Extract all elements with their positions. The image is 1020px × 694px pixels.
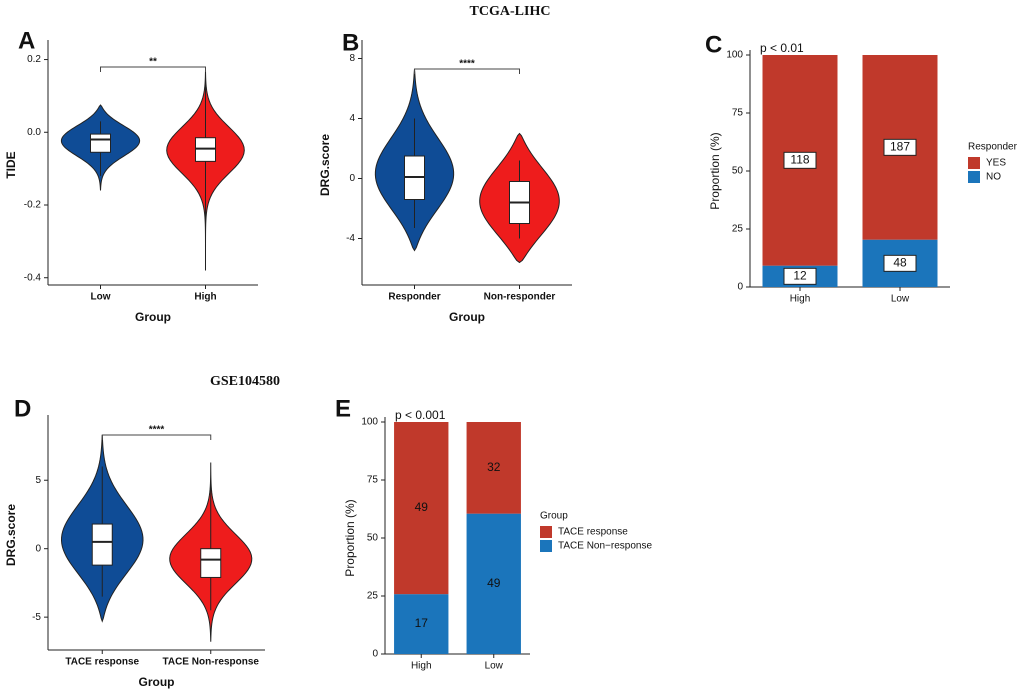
x-tick-label: Low <box>485 661 504 672</box>
panel-letter: E <box>335 395 351 422</box>
x-tick-label: TACE response <box>65 657 139 668</box>
x-tick-label: Low <box>91 292 111 303</box>
count-label: 32 <box>487 460 501 474</box>
y-tick-label: 50 <box>732 166 744 177</box>
y-tick-label: 75 <box>732 108 744 119</box>
y-tick-label: 100 <box>361 417 378 428</box>
count-label-box <box>883 254 917 272</box>
y-tick-label: -0.2 <box>24 200 42 211</box>
count-label: 12 <box>793 268 807 282</box>
count-label: 17 <box>415 616 429 630</box>
y-tick-label: 0 <box>737 282 743 293</box>
section-title: TCGA-LIHC <box>470 4 551 19</box>
legend-label: YES <box>986 158 1006 169</box>
bar-segment <box>394 594 449 654</box>
box <box>90 133 111 153</box>
x-tick-label: Non-responder <box>484 292 556 303</box>
y-tick-label: -5 <box>32 612 41 623</box>
bar-segment <box>466 513 521 654</box>
significance: ** <box>149 57 157 68</box>
y-axis-title: DRG.score <box>4 504 18 566</box>
y-tick-label: 100 <box>726 50 743 61</box>
x-axis-title: Group <box>139 675 175 689</box>
legend-swatch <box>968 157 980 169</box>
box <box>91 523 113 566</box>
legend-title: Responder <box>968 142 1018 153</box>
y-tick-label: 4 <box>349 113 355 124</box>
x-tick-label: Responder <box>388 292 440 303</box>
x-axis-title: Group <box>135 310 171 324</box>
y-tick-label: 0 <box>372 649 378 660</box>
y-tick-label: 0 <box>35 543 41 554</box>
significance: **** <box>459 59 475 70</box>
y-axis-title: DRG.score <box>318 134 332 196</box>
y-tick-label: 0.0 <box>27 127 41 138</box>
legend-label: NO <box>986 172 1001 183</box>
y-tick-label: -0.4 <box>24 272 42 283</box>
y-axis-title: Proportion (%) <box>708 132 722 209</box>
y-tick-label: 25 <box>367 591 379 602</box>
count-label: 49 <box>415 500 429 514</box>
significance-bracket <box>101 434 212 441</box>
x-tick-label: High <box>790 294 811 305</box>
panel-letter: C <box>705 31 722 58</box>
legend-label: TACE response <box>558 527 628 538</box>
x-tick-label: High <box>194 292 216 303</box>
count-label-box <box>783 267 817 285</box>
box <box>200 548 222 578</box>
legend-title: Group <box>540 511 568 522</box>
legend-label: TACE Non−response <box>558 541 652 552</box>
y-tick-label: 8 <box>349 53 355 64</box>
count-label-box <box>783 151 817 169</box>
bar-segment <box>394 422 449 595</box>
count-label: 118 <box>790 152 809 166</box>
significance-bracket <box>414 68 520 74</box>
count-label: 187 <box>890 140 910 154</box>
legend-swatch <box>540 540 552 552</box>
y-tick-label: 75 <box>367 475 379 486</box>
x-tick-label: TACE Non-response <box>163 657 260 668</box>
y-tick-label: 0.2 <box>27 54 41 65</box>
significance-bracket <box>100 66 206 72</box>
count-label: 49 <box>487 576 501 590</box>
annotation: p < 0.001 <box>395 408 446 422</box>
count-label-box <box>883 138 917 156</box>
y-tick-label: 5 <box>35 475 41 486</box>
bar-segment <box>466 422 521 514</box>
y-axis-title: TIDE <box>4 151 18 178</box>
legend-swatch <box>968 171 980 183</box>
y-tick-label: 50 <box>367 533 379 544</box>
panel-letter: A <box>18 27 35 54</box>
annotation: p < 0.01 <box>760 41 804 55</box>
y-tick-label: 25 <box>732 224 744 235</box>
significance: **** <box>149 425 165 436</box>
section-title: GSE104580 <box>210 374 280 389</box>
y-tick-label: 0 <box>349 173 355 184</box>
panel-letter: D <box>14 395 31 422</box>
count-label: 48 <box>893 256 907 270</box>
y-tick-label: -4 <box>346 233 355 244</box>
y-axis-title: Proportion (%) <box>343 499 357 576</box>
x-axis-title: Group <box>449 310 485 324</box>
x-tick-label: Low <box>891 294 910 305</box>
x-tick-label: High <box>411 661 432 672</box>
legend-swatch <box>540 526 552 538</box>
panel-letter: B <box>342 29 359 56</box>
